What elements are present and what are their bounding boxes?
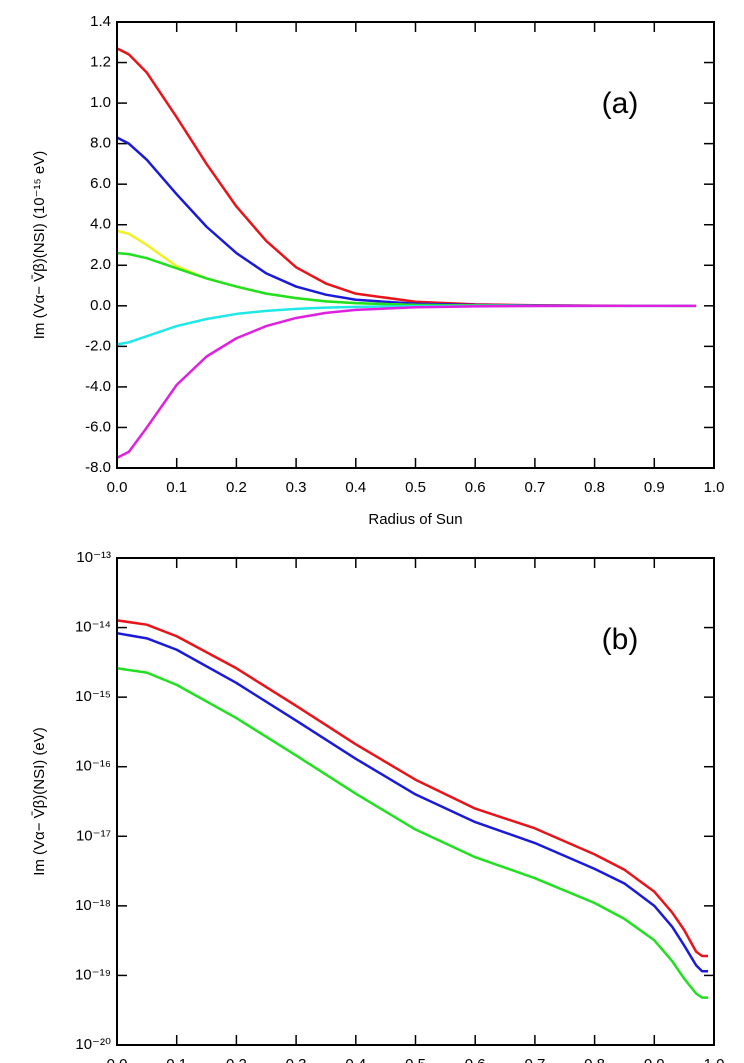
x-tick-label: 0.3 bbox=[286, 1056, 307, 1063]
y-tick-label: 10⁻²⁰ bbox=[75, 1036, 111, 1053]
x-tick-label: 0.8 bbox=[584, 479, 605, 496]
series-line bbox=[116, 667, 709, 999]
series-line bbox=[116, 631, 709, 973]
y-axis-label: Im (Vα− V̄β)(NSI) (10⁻¹⁵ eV) bbox=[31, 151, 48, 340]
y-tick-label: 10⁻¹⁶ bbox=[75, 758, 111, 775]
x-tick-label: 0.4 bbox=[345, 479, 366, 496]
y-tick-label: 6.0 bbox=[90, 175, 111, 192]
y-tick-label: 4.0 bbox=[90, 216, 111, 233]
x-axis-label: Radius of Sun bbox=[368, 511, 462, 528]
x-tick-label: 0.6 bbox=[465, 479, 486, 496]
series-line bbox=[116, 304, 697, 346]
series-line bbox=[116, 304, 697, 459]
x-tick-label: 0.7 bbox=[524, 479, 545, 496]
x-tick-label: 1.0 bbox=[704, 1056, 725, 1063]
y-axis-label: Im (Vα− V̄β)(NSI) (eV) bbox=[31, 727, 48, 876]
y-tick-label: 1.0 bbox=[90, 94, 111, 111]
y-tick-label: -8.0 bbox=[85, 459, 111, 476]
plot-frame bbox=[116, 21, 715, 469]
x-tick-label: 0.2 bbox=[226, 479, 247, 496]
x-tick-label: 0.0 bbox=[107, 479, 128, 496]
panel-label: (a) bbox=[602, 87, 639, 120]
plot-frame bbox=[116, 557, 715, 1046]
panel-label: (b) bbox=[602, 623, 639, 656]
x-tick-label: 0.9 bbox=[644, 479, 665, 496]
y-tick-label: 10⁻¹³ bbox=[76, 549, 111, 566]
x-tick-label: 0.5 bbox=[405, 1056, 426, 1063]
y-tick-label: 0.0 bbox=[90, 297, 111, 314]
series-line bbox=[116, 619, 709, 958]
series-line bbox=[116, 251, 697, 308]
y-tick-label: 10⁻¹⁹ bbox=[75, 966, 111, 983]
y-tick-label: -6.0 bbox=[85, 418, 111, 435]
x-tick-label: 0.4 bbox=[345, 1056, 366, 1063]
series-line bbox=[116, 229, 697, 308]
series-line bbox=[116, 136, 697, 308]
y-tick-label: 8.0 bbox=[90, 135, 111, 152]
x-tick-label: 0.1 bbox=[166, 1056, 187, 1063]
x-tick-label: 0.9 bbox=[644, 1056, 665, 1063]
x-tick-label: 0.6 bbox=[465, 1056, 486, 1063]
x-tick-label: 0.1 bbox=[166, 479, 187, 496]
y-tick-label: 10⁻¹⁸ bbox=[75, 897, 111, 914]
y-tick-label: 1.2 bbox=[90, 54, 111, 71]
y-tick-label: 10⁻¹⁷ bbox=[76, 827, 111, 844]
y-tick-label: 1.4 bbox=[90, 13, 111, 30]
y-tick-label: 10⁻¹⁵ bbox=[75, 688, 111, 705]
x-tick-label: 0.2 bbox=[226, 1056, 247, 1063]
x-tick-label: 0.5 bbox=[405, 479, 426, 496]
x-tick-label: 0.8 bbox=[584, 1056, 605, 1063]
y-tick-label: 10⁻¹⁴ bbox=[75, 619, 111, 636]
y-tick-label: -4.0 bbox=[85, 378, 111, 395]
x-tick-label: 0.3 bbox=[286, 479, 307, 496]
x-tick-label: 0.0 bbox=[107, 1056, 128, 1063]
x-tick-label: 0.7 bbox=[524, 1056, 545, 1063]
y-tick-label: 2.0 bbox=[90, 256, 111, 273]
x-tick-label: 1.0 bbox=[704, 479, 725, 496]
y-tick-label: -2.0 bbox=[85, 337, 111, 354]
